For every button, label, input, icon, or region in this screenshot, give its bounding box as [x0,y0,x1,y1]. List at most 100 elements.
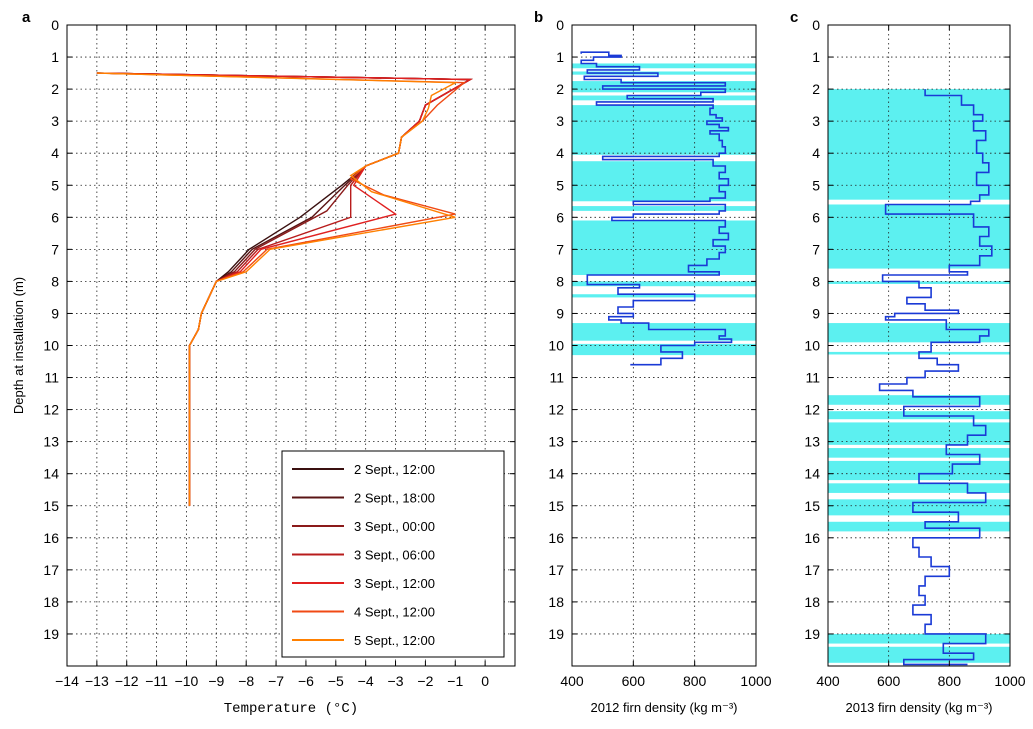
x-tick-label: −8 [238,673,254,689]
y-tick-label: 1 [51,49,59,65]
series-line [96,72,473,506]
x-tick-label: 800 [938,673,962,689]
y-tick-label: 10 [804,338,820,354]
y-tick-label: 9 [51,305,59,321]
panel-a-grid [67,25,515,666]
legend-entry: 2 Sept., 12:00 [354,462,435,477]
y-tick-label: 3 [812,113,820,129]
x-tick-label: −12 [115,673,139,689]
y-tick-label: 5 [812,177,820,193]
y-tick-label: 15 [804,498,820,514]
shaded-band [572,206,756,211]
y-tick-label: 13 [804,434,820,450]
x-tick-label: −7 [268,673,284,689]
y-tick-label: 19 [804,626,820,642]
y-tick-label: 12 [43,402,59,418]
panel-c-x-ticks: 400 600 800 1000 [816,25,1026,689]
y-tick-label: 7 [812,241,820,257]
legend-entry: 3 Sept., 12:00 [354,576,435,591]
shaded-band [572,343,756,356]
panel-c-2013-density: 400 600 800 1000 01234567891011121314151617… [804,17,1025,715]
legend-entry: 4 Sept., 12:00 [354,605,435,620]
y-tick-label: 7 [51,241,59,257]
y-tick-label: 15 [43,498,59,514]
y-tick-label: 13 [43,434,59,450]
series-line [96,72,473,506]
y-tick-label: 2 [51,81,59,97]
x-tick-label: −13 [85,673,109,689]
y-tick-label: 6 [812,209,820,225]
panel-a-temperature: −14 −13 −12 −11 −10 −9 −8 −7 −6 −5 −4 −3 −2 −1 0 01234… [11,17,516,717]
x-tick-label: −3 [388,673,404,689]
x-tick-label: −1 [447,673,463,689]
y-tick-label: 11 [44,370,59,386]
panel-a-series [96,72,473,506]
y-tick-label: 0 [51,17,59,33]
x-tick-label: −9 [208,673,224,689]
panel-b-x-axis-label: 2012 firn density (kg m⁻³) [590,700,737,715]
y-tick-label: 6 [51,209,59,225]
y-tick-label: 8 [812,273,820,289]
panel-letter-c: c [790,9,798,26]
y-tick-label: 17 [548,562,564,578]
y-tick-label: 3 [51,113,59,129]
panel-a-x-ticks: −14 −13 −12 −11 −10 −9 −8 −7 −6 −5 −4 −3 −2 −1 0 [55,25,489,689]
y-tick-label: 14 [804,466,820,482]
x-tick-label: 0 [481,673,489,689]
x-tick-label: 600 [877,673,901,689]
panel-a-x-axis-label: Temperature (°C) [224,701,358,717]
shaded-band [828,422,1010,445]
x-tick-label: 1000 [740,673,771,689]
y-tick-label: 14 [548,466,564,482]
y-tick-label: 13 [548,434,564,450]
y-tick-label: 0 [812,17,820,33]
y-tick-label: 15 [548,498,564,514]
panel-c-shaded-bands [828,89,1010,663]
x-tick-label: 400 [816,673,840,689]
y-tick-label: 6 [556,209,564,225]
series-line [96,72,467,506]
series-line [96,72,473,506]
y-tick-label: 8 [51,273,59,289]
y-tick-label: 10 [548,338,564,354]
y-tick-label: 11 [805,370,820,386]
shaded-band [828,499,1010,516]
y-tick-label: 17 [804,562,820,578]
x-tick-label: −10 [175,673,199,689]
shaded-band [572,294,756,298]
y-tick-label: 2 [556,81,564,97]
shaded-band [572,323,756,341]
shaded-band [572,220,756,275]
y-tick-label: 16 [43,530,59,546]
shaded-band [572,281,756,287]
y-tick-label: 1 [812,49,820,65]
x-tick-label: 600 [622,673,646,689]
y-tick-label: 2 [812,81,820,97]
panel-letter-b: b [534,9,543,26]
y-tick-label: 9 [812,305,820,321]
shaded-band [828,646,1010,663]
y-tick-label: 3 [556,113,564,129]
x-tick-label: 400 [560,673,584,689]
density-profile-line [580,51,733,366]
x-tick-label: −11 [145,673,168,689]
y-tick-label: 1 [556,49,564,65]
y-tick-label: 18 [43,594,59,610]
panel-a-legend: 2 Sept., 12:00 2 Sept., 18:00 3 Sept., 00:… [281,450,505,658]
series-line [96,72,473,506]
shaded-band [828,460,1010,481]
y-tick-label: 14 [43,466,59,482]
panel-letter-a: a [22,9,31,26]
y-tick-label: 4 [812,145,820,161]
series-line [96,72,473,506]
legend-entry: 3 Sept., 06:00 [354,548,435,563]
shaded-band [572,63,756,69]
shaded-band [828,521,1010,532]
y-tick-label: 5 [51,177,59,193]
shaded-band [828,483,1010,493]
y-tick-label: 16 [804,530,820,546]
y-tick-label: 4 [51,145,59,161]
